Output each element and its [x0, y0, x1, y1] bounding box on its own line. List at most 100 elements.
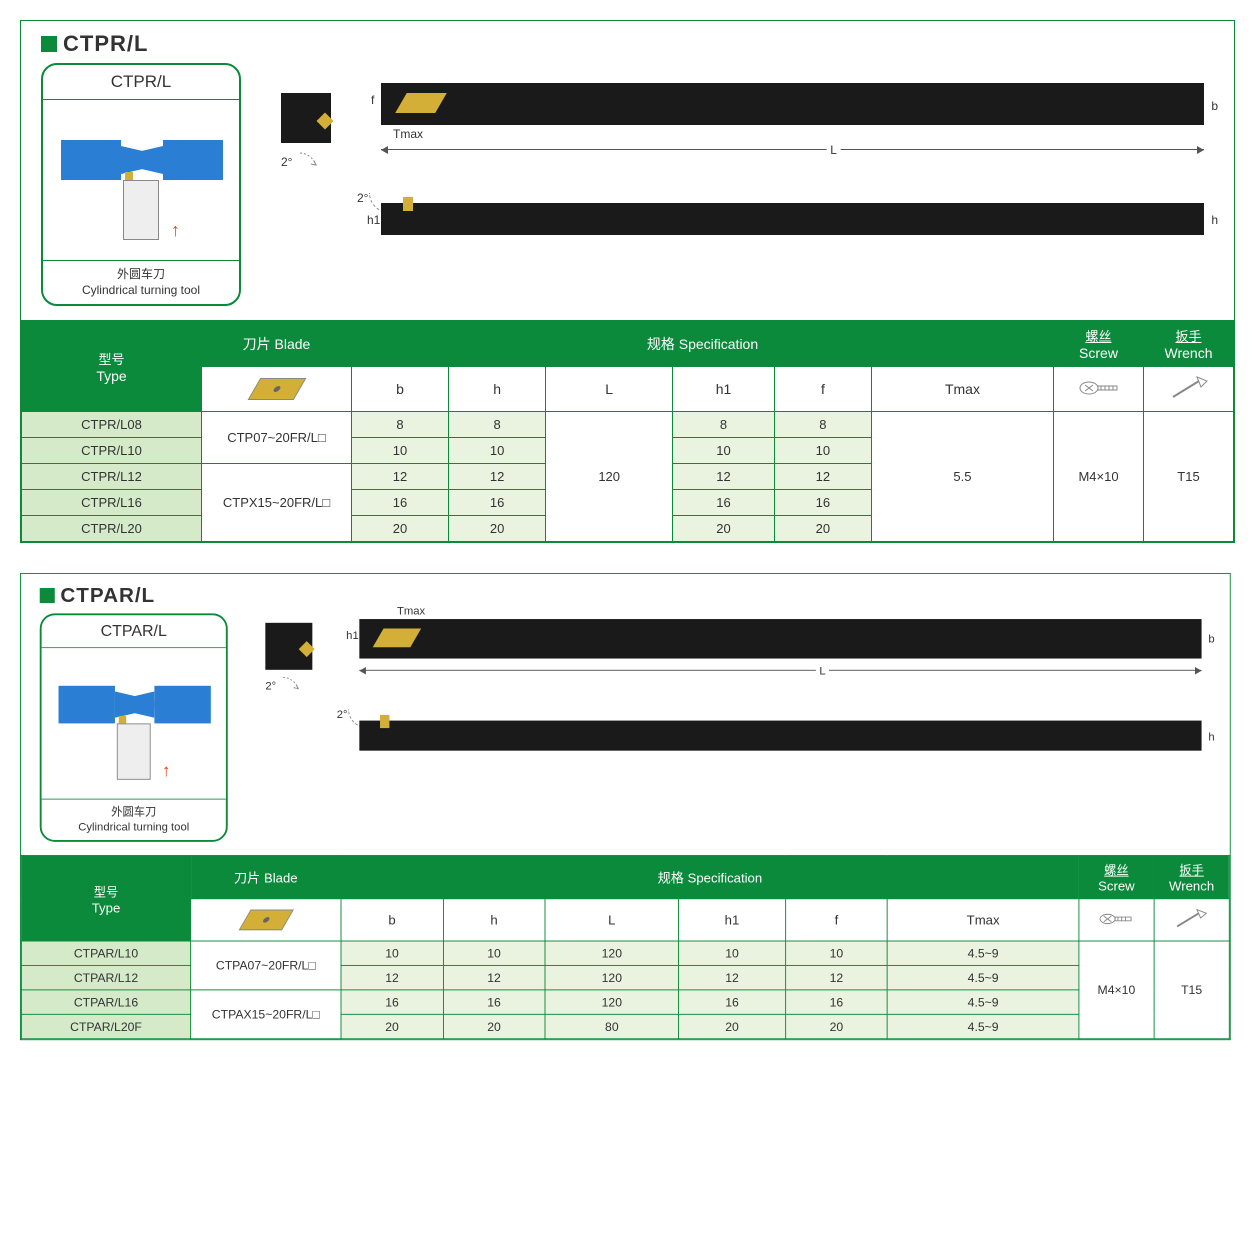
insert-seat-icon — [395, 93, 447, 113]
cell-tmax: 4.5~9 — [887, 941, 1078, 965]
col-b: b — [341, 899, 443, 941]
wrench-image-header — [1154, 899, 1229, 941]
col-tmax: Tmax — [871, 367, 1053, 412]
tool-shaft-icon — [117, 724, 151, 780]
schematic-card: CTPAR/L ↑ 外圆车刀 Cylindrical turning tool — [40, 614, 228, 843]
dim-tmax-label: Tmax — [393, 127, 423, 141]
cell-h: 8 — [449, 412, 546, 438]
col-l: L — [545, 899, 678, 941]
product-sheet-ctpar: CTPAR/L CTPAR/L ↑ 外圆车刀 Cylindrical turni… — [20, 573, 1231, 1040]
cell-l: 80 — [545, 1015, 678, 1039]
wrench-icon — [1173, 906, 1211, 932]
col-type: 型号Type — [22, 321, 202, 412]
table-row: CTPAR/L16 CTPAX15~20FR/L□ 16 16 120 16 1… — [21, 990, 1229, 1014]
cell-wrench: T15 — [1144, 412, 1234, 542]
schematic-caption: 外圆车刀 Cylindrical turning tool — [43, 260, 239, 304]
schematic-diagram: ↑ — [42, 648, 226, 798]
blade-diamond-icon — [238, 910, 293, 931]
cell-h: 10 — [449, 438, 546, 464]
col-blade: 刀片 Blade — [202, 321, 352, 367]
blade-image-header — [202, 367, 352, 412]
cell-type: CTPAR/L20F — [21, 1015, 190, 1039]
brand-square-icon — [41, 36, 57, 52]
side-angle-label: 2° — [337, 708, 348, 721]
spec-table: 型号Type 刀片 Blade 规格 Specification 螺丝Screw… — [21, 320, 1234, 542]
cell-type: CTPR/L12 — [22, 464, 202, 490]
col-b: b — [352, 367, 449, 412]
cell-b: 8 — [352, 412, 449, 438]
cell-h: 16 — [443, 990, 545, 1014]
schematic-title: CTPAR/L — [42, 615, 226, 648]
cell-b: 16 — [341, 990, 443, 1014]
col-type: 型号Type — [21, 856, 190, 942]
screw-image-header — [1079, 899, 1154, 941]
cell-h: 16 — [449, 490, 546, 516]
dim-h1-label: h1 — [367, 213, 380, 227]
cell-h: 12 — [449, 464, 546, 490]
col-h1: h1 — [673, 367, 775, 412]
schematic-diagram: ↑ — [43, 100, 239, 260]
dim-l-label: L — [826, 143, 841, 157]
cell-h1: 10 — [673, 438, 775, 464]
col-blade: 刀片 Blade — [191, 856, 341, 899]
cell-tmax: 4.5~9 — [887, 990, 1078, 1014]
dim-l-line: L — [359, 670, 1201, 671]
cell-h1: 10 — [679, 941, 786, 965]
caption-cn: 外圆车刀 — [42, 805, 226, 820]
wrench-image-header — [1144, 367, 1234, 412]
dim-h1-label: h1 — [346, 629, 359, 642]
cell-f: 8 — [774, 412, 871, 438]
cell-f: 16 — [774, 490, 871, 516]
cell-tmax: 5.5 — [871, 412, 1053, 542]
cell-h1: 16 — [679, 990, 786, 1014]
dim-tmax-label: Tmax — [397, 604, 425, 617]
cell-b: 10 — [352, 438, 449, 464]
cell-b: 12 — [341, 966, 443, 990]
insert-side-icon — [380, 715, 389, 728]
cell-b: 10 — [341, 941, 443, 965]
cell-tmax: 4.5~9 — [887, 966, 1078, 990]
cell-blade: CTPX15~20FR/L□ — [202, 464, 352, 542]
col-h: h — [443, 899, 545, 941]
schematic-caption: 外圆车刀 Cylindrical turning tool — [42, 799, 226, 841]
cell-h1: 12 — [673, 464, 775, 490]
insert-side-icon — [403, 197, 413, 211]
diagram-area: CTPAR/L ↑ 外圆车刀 Cylindrical turning tool … — [21, 614, 1230, 856]
cell-f: 20 — [785, 1015, 887, 1039]
cell-type: CTPR/L20 — [22, 516, 202, 542]
insert-seat-icon — [373, 629, 421, 648]
blade-diamond-icon — [247, 378, 306, 400]
cell-type: CTPR/L08 — [22, 412, 202, 438]
dim-h-label: h — [1208, 730, 1214, 743]
cell-type: CTPAR/L12 — [21, 966, 190, 990]
caption-en: Cylindrical turning tool — [82, 283, 200, 297]
dim-f-label: f — [371, 93, 374, 107]
caption-cn: 外圆车刀 — [43, 267, 239, 283]
cell-h1: 8 — [673, 412, 775, 438]
col-h1: h1 — [679, 899, 786, 941]
cell-h: 20 — [449, 516, 546, 542]
wrench-icon — [1167, 373, 1211, 403]
col-f: f — [785, 899, 887, 941]
workpiece-block-icon — [59, 686, 115, 724]
cell-blade: CTP07~20FR/L□ — [202, 412, 352, 464]
cell-tmax: 4.5~9 — [887, 1015, 1078, 1039]
schematic-card: CTPR/L ↑ 外圆车刀 Cylindrical turning tool — [41, 63, 241, 306]
cell-screw: M4×10 — [1054, 412, 1144, 542]
tool-side-view — [381, 203, 1204, 235]
cell-h: 20 — [443, 1015, 545, 1039]
caption-en: Cylindrical turning tool — [78, 820, 189, 833]
dim-l-line: L — [381, 149, 1204, 150]
product-name: CTPAR/L — [60, 584, 155, 608]
dim-b-label: b — [1208, 632, 1214, 645]
diagram-area: CTPR/L ↑ 外圆车刀 Cylindrical turning tool 2… — [21, 63, 1234, 320]
cell-wrench: T15 — [1154, 941, 1229, 1039]
col-spec: 规格 Specification — [341, 856, 1079, 899]
cell-h1: 20 — [673, 516, 775, 542]
blade-image-header — [191, 899, 341, 941]
cell-b: 20 — [352, 516, 449, 542]
col-f: f — [774, 367, 871, 412]
dim-b-label: b — [1211, 99, 1218, 113]
dim-h-label: h — [1211, 213, 1218, 227]
cell-type: CTPAR/L16 — [21, 990, 190, 1014]
